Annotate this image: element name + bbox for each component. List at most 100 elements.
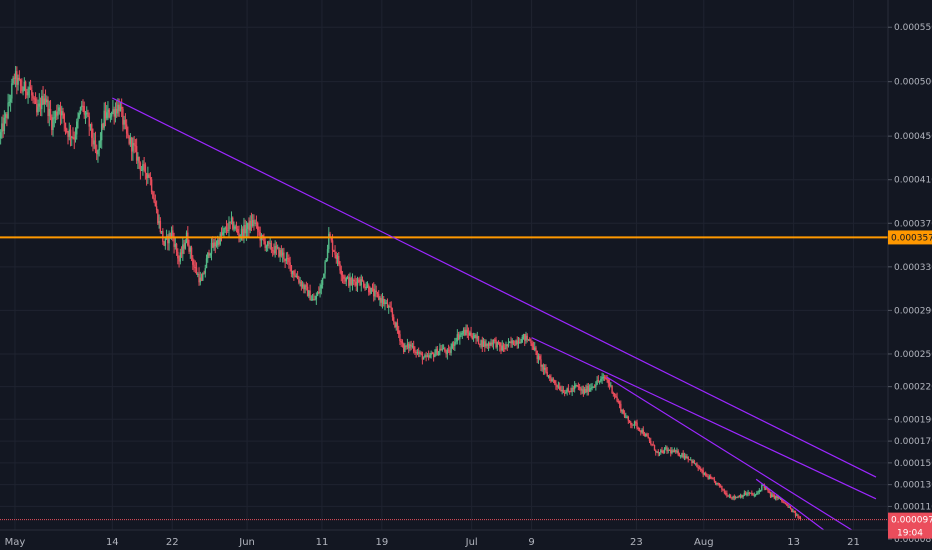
candle-body <box>286 258 289 260</box>
candle-body <box>491 342 493 345</box>
candle-body <box>147 174 149 179</box>
candle-body <box>370 287 372 294</box>
candle-body <box>506 344 508 347</box>
candle-body <box>507 341 510 347</box>
price-tick-label: 0.0004100 <box>894 176 932 186</box>
candle-body <box>580 388 582 391</box>
candle-body <box>756 493 758 495</box>
candle-body <box>182 244 184 254</box>
candle-body <box>548 375 551 378</box>
candle-body <box>672 450 674 453</box>
candle-body <box>229 221 231 223</box>
candle-body <box>561 389 563 391</box>
candle-body <box>526 335 528 340</box>
candle-body <box>457 334 460 340</box>
candle-body <box>238 233 240 237</box>
candle-body <box>144 164 147 174</box>
trendline-drawings[interactable] <box>112 97 877 548</box>
candle-body <box>93 140 95 145</box>
candle-body <box>298 279 300 283</box>
candle-body <box>515 340 517 346</box>
candle-body <box>581 389 583 391</box>
candle-body <box>386 302 389 308</box>
candle-body <box>449 350 451 353</box>
time-axis-panel[interactable] <box>0 530 932 550</box>
candle-body <box>626 416 628 418</box>
candle-body <box>436 348 439 356</box>
candle-body <box>615 395 617 397</box>
candle-body <box>402 343 405 352</box>
candle-body <box>325 258 328 262</box>
candle-body <box>481 340 483 347</box>
price-tick-label: 0.0001500 <box>894 459 932 469</box>
candle-body <box>731 497 733 499</box>
candle-body <box>318 291 320 293</box>
candle-body <box>58 107 60 112</box>
candle-body <box>101 124 103 141</box>
candle-body <box>53 117 55 119</box>
candle-body <box>33 98 36 100</box>
candle-body <box>565 391 567 394</box>
candle-body <box>768 491 771 493</box>
candle-body <box>746 494 748 496</box>
candle-body <box>296 276 299 280</box>
candle-body <box>215 244 218 247</box>
candle-body <box>125 124 128 134</box>
candle-body <box>535 347 537 351</box>
candle-body <box>247 222 249 229</box>
candle-body <box>427 355 430 358</box>
candle-body <box>183 244 185 249</box>
candle-body <box>411 345 414 347</box>
candle-body <box>697 466 699 469</box>
candle-body <box>245 228 248 234</box>
candle-body <box>494 339 496 341</box>
candle-body <box>200 277 203 281</box>
candle-body <box>71 136 73 138</box>
candle-body <box>409 344 411 349</box>
candle-body <box>587 386 590 392</box>
candle-body <box>686 456 688 459</box>
candle-body <box>796 514 798 516</box>
candle-body <box>155 206 158 211</box>
candle-body <box>647 436 649 439</box>
trendline[interactable] <box>606 376 877 546</box>
trendline[interactable] <box>531 337 877 500</box>
candle-body <box>388 305 390 308</box>
candle-body <box>12 77 14 84</box>
candle-body <box>687 456 689 460</box>
candle-body <box>164 238 167 246</box>
candle-body <box>38 103 41 107</box>
candle-body <box>184 242 187 249</box>
candle-body <box>617 401 620 403</box>
candle-body <box>613 393 616 396</box>
candle-body <box>678 455 681 457</box>
candle-body <box>620 403 622 412</box>
trendline[interactable] <box>112 97 877 478</box>
price-axis-panel[interactable] <box>888 0 932 530</box>
candle-body <box>465 329 467 336</box>
candle-body <box>87 112 89 117</box>
candle-body <box>747 492 749 495</box>
candle-body <box>328 233 330 250</box>
candle-body <box>640 430 642 433</box>
price-axis-ticks: 0.0005500 0.0005000 0.0004500 0.0004100 0.00… <box>888 23 932 545</box>
bar-countdown-label: 19:04 <box>897 529 923 539</box>
candle-body <box>331 240 334 251</box>
candle-body <box>537 356 540 360</box>
candle-body <box>26 91 28 96</box>
candle-body <box>440 348 442 351</box>
candle-body <box>708 476 711 479</box>
candle-body <box>163 241 165 246</box>
candle-body <box>666 447 668 452</box>
candle-body <box>718 483 721 486</box>
candle-body <box>189 247 191 252</box>
candle-body <box>771 494 773 498</box>
candle-body <box>44 98 47 103</box>
price-tick-label: 0.0002200 <box>894 383 932 393</box>
candle-body <box>429 355 431 358</box>
candle-body <box>64 122 67 129</box>
candle-body <box>316 291 319 296</box>
candle-body <box>188 245 190 252</box>
